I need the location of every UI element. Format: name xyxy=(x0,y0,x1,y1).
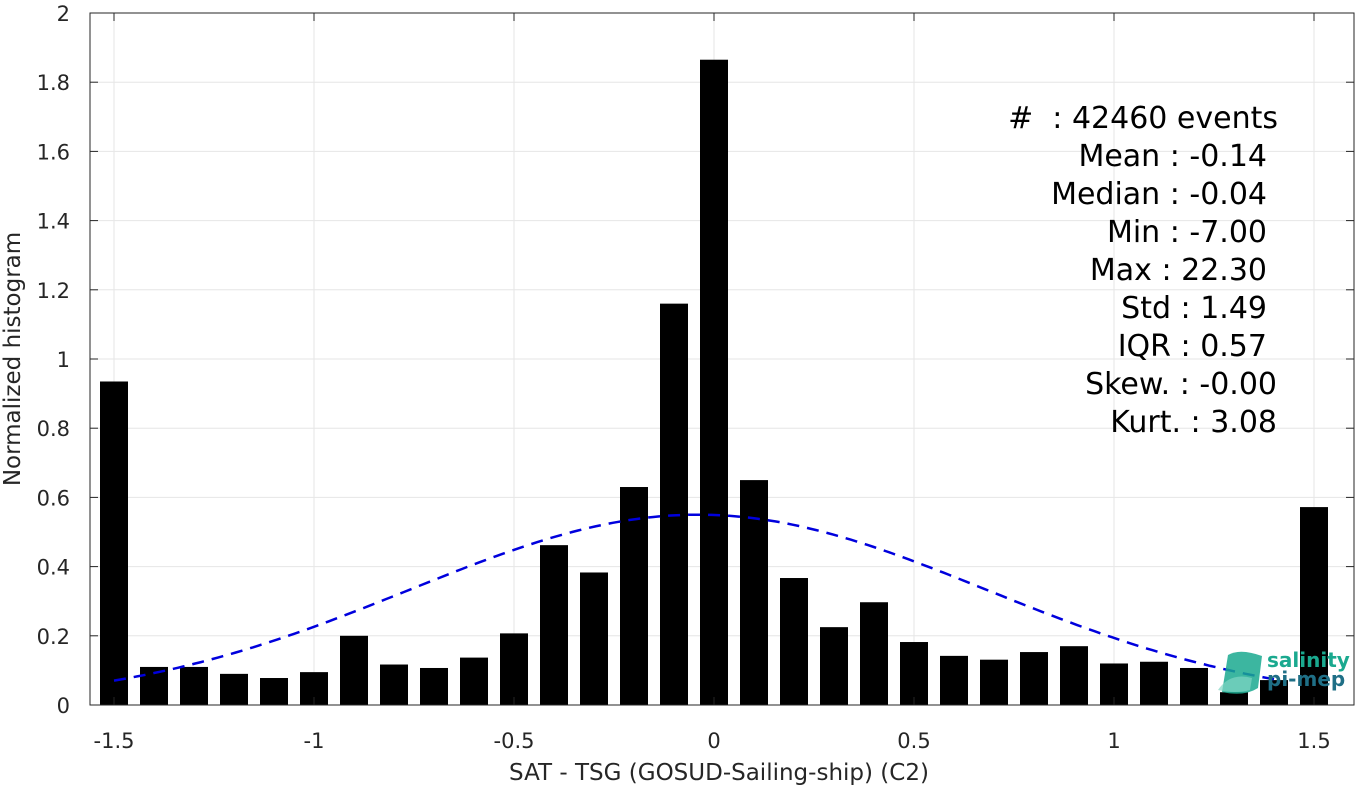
x-axis-ticks: -1.5 -1 -0.5 0 0.5 1 1.5 xyxy=(94,13,1331,753)
logo-text-pimep: pi-mep xyxy=(1267,667,1345,691)
x-tick-label-3: 0 xyxy=(707,729,720,753)
bar-20 xyxy=(900,642,928,705)
y-tick-label-8: 1.6 xyxy=(37,140,70,164)
bar-4 xyxy=(260,678,288,705)
stat-line-0: # : 42460 events xyxy=(1008,101,1278,136)
y-tick-label-3: 0.6 xyxy=(37,486,70,510)
y-tick-label-2: 0.4 xyxy=(37,556,70,580)
bar-6 xyxy=(340,635,368,705)
x-tick-label-1: -1 xyxy=(304,729,325,753)
stat-line-4: Max : 22.30 xyxy=(1090,253,1267,288)
x-tick-label-2: -0.5 xyxy=(494,729,535,753)
stat-line-7: Skew. : -0.00 xyxy=(1085,367,1277,402)
y-tick-label-6: 1.2 xyxy=(37,279,70,303)
bar-9 xyxy=(460,657,488,705)
bar-18 xyxy=(820,627,848,705)
bar-28 xyxy=(1220,692,1248,705)
y-tick-label-1: 0.2 xyxy=(37,625,70,649)
bar-19 xyxy=(860,602,888,705)
bar-12 xyxy=(580,572,608,705)
bar-17 xyxy=(780,578,808,705)
bar-14 xyxy=(660,303,688,705)
bar-10 xyxy=(500,633,528,705)
y-axis-label: Normalized histogram xyxy=(0,232,26,486)
x-tick-label-6: 1.5 xyxy=(1297,729,1330,753)
y-tick-label-10: 2 xyxy=(57,2,70,26)
normal-fit-curve xyxy=(113,513,1275,682)
x-tick-label-5: 1 xyxy=(1107,729,1120,753)
y-tick-label-5: 1 xyxy=(57,348,70,372)
y-tick-label-7: 1.4 xyxy=(37,210,70,234)
bar-16 xyxy=(740,480,768,705)
x-axis-label: SAT - TSG (GOSUD-Sailing-ship) (C2) xyxy=(509,760,929,786)
logo-text-salinity: salinity xyxy=(1267,648,1350,672)
bar-22 xyxy=(980,659,1008,705)
y-tick-label-4: 0.8 xyxy=(37,417,70,441)
bar-21 xyxy=(940,655,968,705)
bar-0 xyxy=(100,381,128,705)
stat-line-2: Median : -0.04 xyxy=(1051,177,1267,212)
y-axis-ticks: 0 0.2 0.4 0.6 0.8 1 1.2 1.4 1.6 1.8 2 xyxy=(37,2,1354,718)
bar-15 xyxy=(700,59,728,705)
stat-line-8: Kurt. : 3.08 xyxy=(1110,405,1277,440)
bar-24 xyxy=(1060,646,1088,705)
bar-8 xyxy=(420,667,448,705)
bar-30 xyxy=(1300,507,1328,705)
bars xyxy=(100,59,1328,705)
bar-2 xyxy=(180,666,208,705)
x-tick-label-0: -1.5 xyxy=(94,729,135,753)
stat-line-1: Mean : -0.14 xyxy=(1078,139,1267,174)
x-tick-label-4: 0.5 xyxy=(897,729,930,753)
bar-11 xyxy=(540,545,568,705)
salinity-pimep-logo: salinity pi-mep xyxy=(1218,648,1350,694)
stat-line-6: IQR : 0.57 xyxy=(1118,329,1267,364)
bar-13 xyxy=(620,487,648,705)
y-tick-label-0: 0 xyxy=(57,694,70,718)
logo-wave-icon-shade xyxy=(1218,676,1252,692)
bar-27 xyxy=(1180,667,1208,705)
bar-26 xyxy=(1140,661,1168,705)
bar-3 xyxy=(220,673,248,705)
stat-line-5: Std : 1.49 xyxy=(1121,291,1267,326)
bar-29 xyxy=(1260,680,1288,705)
y-tick-label-9: 1.8 xyxy=(37,71,70,95)
bar-23 xyxy=(1020,652,1048,705)
stat-line-3: Min : -7.00 xyxy=(1107,215,1267,250)
bar-7 xyxy=(380,664,408,705)
